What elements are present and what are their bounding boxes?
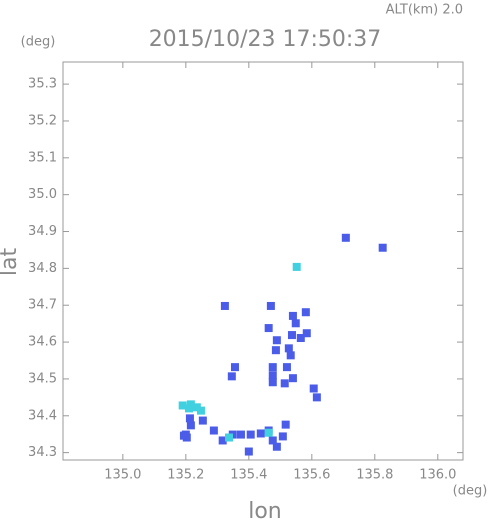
echo-point (264, 324, 273, 333)
echo-point (185, 414, 194, 423)
echo-point (301, 308, 310, 317)
echo-point (268, 436, 277, 445)
echo-point (196, 406, 205, 415)
x-tick-label: 135.4 (230, 468, 267, 483)
echo-point (246, 430, 255, 439)
echo-point (281, 420, 290, 429)
echo-point (244, 447, 253, 456)
echo-point (284, 344, 293, 353)
echo-point (236, 430, 245, 439)
x-tick-label: 135.6 (293, 468, 330, 483)
y-unit: (deg) (21, 35, 56, 50)
x-tick-label: 136.0 (419, 468, 456, 483)
echo-point (341, 233, 350, 242)
echo-point (192, 403, 201, 412)
y-tick-label: 35.0 (28, 187, 57, 202)
x-unit: (deg) (453, 484, 488, 499)
x-tick-label: 135.0 (104, 468, 141, 483)
y-tick-label: 35.3 (28, 77, 57, 92)
y-tick-label: 34.5 (28, 371, 57, 386)
echo-point (280, 379, 289, 388)
x-axis-label: lon (248, 499, 282, 521)
x-tick-label: 135.8 (356, 468, 393, 483)
echo-point (288, 311, 297, 320)
echo-point (178, 401, 187, 410)
y-tick-label: 34.7 (28, 298, 57, 313)
echo-point (296, 334, 305, 343)
echo-point (282, 363, 291, 372)
y-tick-label: 35.1 (28, 150, 57, 165)
y-tick-label: 34.4 (28, 408, 57, 423)
echo-point (268, 363, 277, 372)
echo-point (268, 378, 277, 387)
echo-point (179, 431, 188, 440)
y-tick-label: 34.9 (28, 224, 57, 239)
echo-point (271, 346, 280, 355)
chart-title: 2015/10/23 17:50:37 (149, 27, 382, 52)
echo-point (186, 421, 195, 430)
echo-point (288, 374, 297, 383)
echo-point (378, 243, 387, 252)
echo-point (184, 404, 193, 413)
y-tick-label: 34.3 (28, 445, 57, 460)
y-axis-label: lat (0, 248, 22, 277)
echo-point (278, 432, 287, 441)
echo-point (272, 442, 281, 451)
x-tick-label: 135.2 (167, 468, 204, 483)
y-tick-label: 34.6 (28, 335, 57, 350)
echo-point (287, 331, 296, 340)
echo-point (264, 428, 273, 437)
y-tick-label: 34.8 (28, 261, 57, 276)
echo-point (186, 400, 195, 409)
y-tick-label: 35.2 (28, 113, 57, 128)
echo-point (266, 301, 275, 310)
echo-point (302, 329, 311, 338)
echo-point (312, 393, 321, 402)
altitude-label: ALT(km) 2.0 (386, 3, 463, 18)
echo-point (227, 372, 236, 381)
echo-point (230, 363, 239, 372)
echo-point (209, 426, 218, 435)
echo-point (220, 301, 229, 310)
echo-point (292, 262, 301, 271)
echo-point (286, 351, 295, 360)
echo-point (309, 384, 318, 393)
echo-point (291, 319, 300, 328)
echo-point (272, 336, 281, 345)
plot-frame (62, 61, 464, 461)
echo-point (256, 429, 265, 438)
echo-point (218, 436, 227, 445)
echo-point (224, 433, 233, 442)
echo-point (198, 416, 207, 425)
echo-point (268, 371, 277, 380)
